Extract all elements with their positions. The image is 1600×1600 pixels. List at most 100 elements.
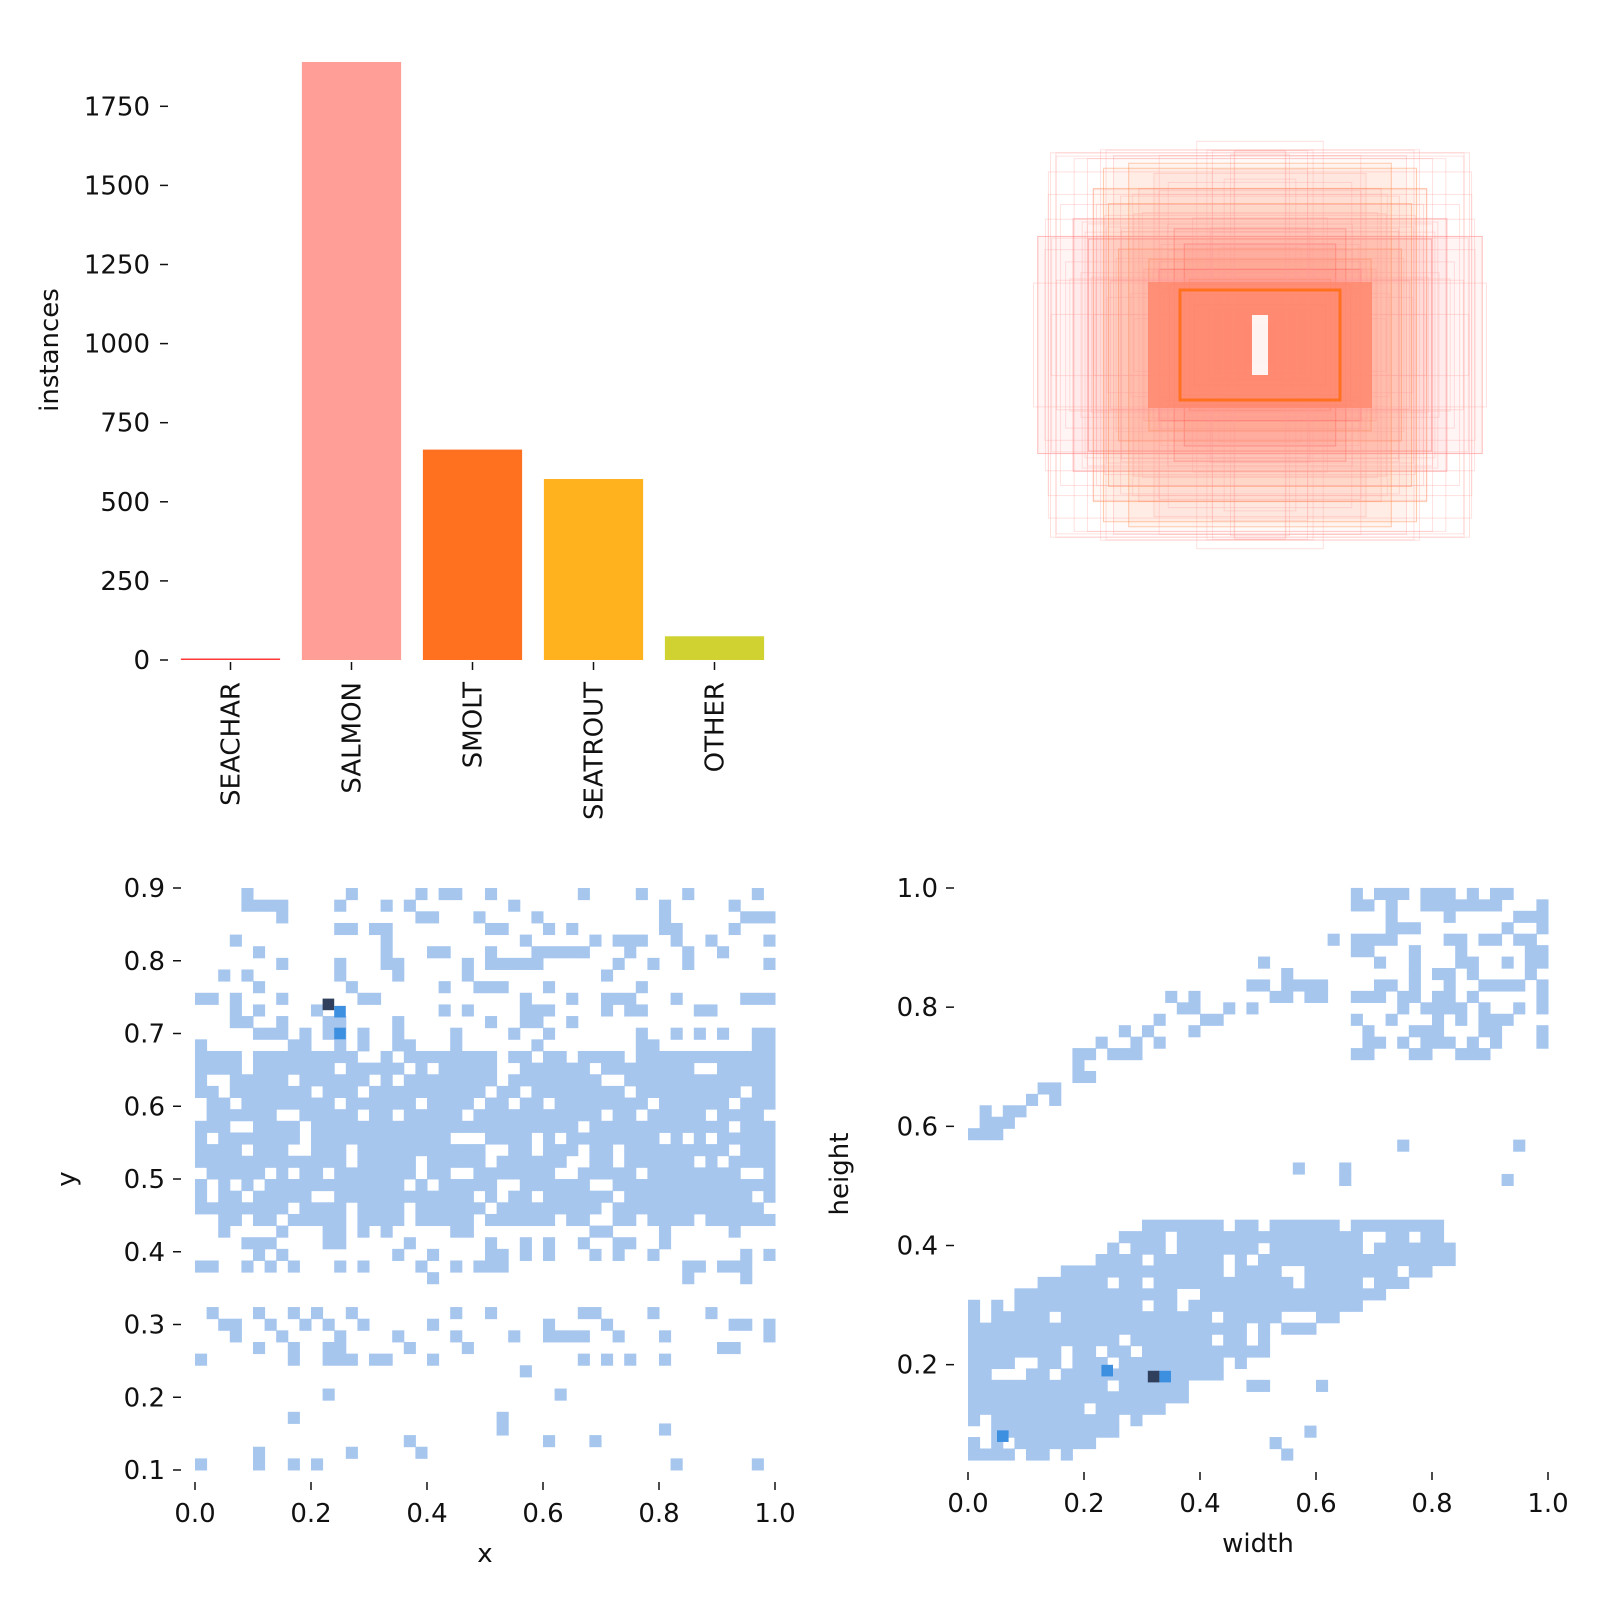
heat-cell <box>589 1144 602 1157</box>
heat-cell <box>1130 1379 1143 1392</box>
heat-cell <box>229 992 242 1005</box>
heat-cell <box>1176 1379 1189 1392</box>
heat-cell <box>1072 1391 1085 1404</box>
heat-cell <box>1165 1391 1178 1404</box>
heat-cell <box>1234 1345 1247 1358</box>
heat-cell <box>345 1074 358 1087</box>
heat-cell <box>589 1435 602 1448</box>
heat-cell <box>1130 1322 1143 1335</box>
heat-cell <box>380 1074 393 1087</box>
heat-cell <box>1536 990 1549 1003</box>
heat-cell <box>287 1353 300 1366</box>
heat-cell <box>427 1213 440 1227</box>
heat-cell <box>1269 1219 1282 1232</box>
heat-cell <box>1072 1322 1085 1335</box>
y-tick-label: 1.0 <box>897 874 938 904</box>
heat-cell <box>968 1379 981 1392</box>
heat-cell <box>195 1190 208 1203</box>
heat-cell <box>311 1074 324 1087</box>
heat-cell <box>334 1039 347 1052</box>
heat-cell <box>1420 1231 1433 1244</box>
heat-cell <box>253 1120 266 1133</box>
heat-cell <box>601 969 614 982</box>
heat-cell <box>264 1097 277 1110</box>
heat-cell <box>740 1272 753 1285</box>
heat-cell <box>589 1307 602 1320</box>
heat-cell <box>1060 1311 1073 1324</box>
heat-cell <box>1165 1379 1178 1392</box>
heat-cell <box>1350 1242 1363 1255</box>
heat-cell <box>1362 1025 1375 1038</box>
heat-cell <box>345 922 358 936</box>
heat-cell <box>1095 1299 1108 1312</box>
heat-cell <box>1060 1448 1073 1461</box>
heat-cell <box>369 1202 382 1215</box>
heat-cell <box>1084 1265 1097 1278</box>
heat-cell <box>438 1167 451 1180</box>
heat-cell-hot <box>1159 1370 1171 1383</box>
heat-cell <box>1455 1002 1468 1015</box>
heat-cell <box>287 1097 300 1110</box>
heat-cell <box>1188 1219 1201 1232</box>
heat-cell <box>392 969 405 982</box>
heat-cell <box>276 1225 289 1238</box>
heat-cell <box>624 1120 637 1133</box>
heat-cell <box>427 1120 440 1133</box>
heat-cell <box>519 1213 532 1227</box>
heat-cell <box>659 1050 672 1064</box>
y-tick-label: 1500 <box>84 171 150 201</box>
heat-cell <box>253 1109 266 1122</box>
heat-cell <box>473 1085 486 1098</box>
heat-cell <box>485 1062 498 1075</box>
heat-cell <box>1153 1276 1166 1289</box>
heat-cell <box>554 1050 567 1064</box>
heat-cell <box>1339 1162 1352 1175</box>
heat-cell <box>206 1260 219 1273</box>
heat-cell <box>345 1109 358 1122</box>
heat-cell <box>1339 1265 1352 1278</box>
heat-cell <box>693 1120 706 1133</box>
heat-cell <box>979 1402 992 1415</box>
heat-cell <box>450 1213 463 1227</box>
heat-cell <box>531 1120 544 1133</box>
heat-cell <box>1118 1231 1131 1244</box>
heat-cell <box>1014 1311 1027 1324</box>
heat-cell <box>1258 1322 1271 1335</box>
heat-cell <box>473 911 486 924</box>
heat-cell <box>1513 1002 1526 1015</box>
heat-cell <box>195 1120 208 1133</box>
heat-cell <box>438 1190 451 1203</box>
heat-cell <box>1281 1254 1294 1267</box>
heat-cell <box>1118 1356 1131 1370</box>
heat-cell <box>1397 922 1410 935</box>
heat-cell <box>508 1190 521 1203</box>
heat-cell <box>1165 1322 1178 1335</box>
heat-cell <box>1339 1299 1352 1312</box>
heat-cell <box>612 992 625 1005</box>
heat-cell <box>682 1179 695 1192</box>
heat-cell <box>1200 1334 1213 1347</box>
heat-cell <box>543 1167 556 1180</box>
heat-cell <box>519 1237 532 1250</box>
heat-cell <box>1037 1368 1050 1381</box>
heat-cell <box>403 899 416 912</box>
heat-cell <box>1095 1036 1108 1049</box>
heat-cell <box>1188 1254 1201 1267</box>
heat-cell <box>1408 1254 1421 1267</box>
heat-cell <box>543 1213 556 1227</box>
heat-cell <box>968 1437 981 1450</box>
heat-cell <box>473 1260 486 1273</box>
heat-cell <box>1165 1265 1178 1278</box>
heat-cell <box>380 1120 393 1133</box>
heat-cell <box>276 957 289 970</box>
heat-cell <box>369 1144 382 1157</box>
heat-cell <box>1432 990 1445 1003</box>
heat-cell <box>1002 1379 1015 1392</box>
heat-cell <box>427 946 440 959</box>
heat-cell <box>1142 1025 1155 1038</box>
label-box <box>1095 279 1425 411</box>
y-tick-label: 250 <box>100 567 150 597</box>
heat-cell <box>450 1109 463 1122</box>
heat-cell <box>195 1144 208 1157</box>
xy-position-heatmap: 0.0 0.2 0.4 0.6 0.8 1.00.10.20.30.40.50.60.70… <box>52 874 796 1569</box>
